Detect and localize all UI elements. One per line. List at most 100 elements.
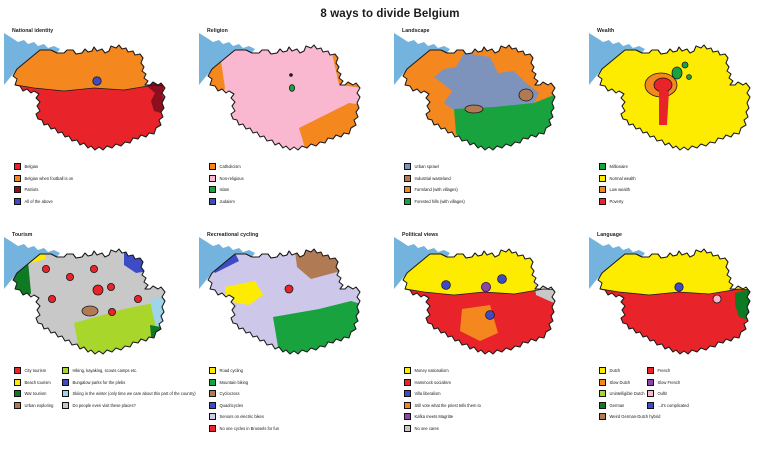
legend-swatch-icon [62, 401, 69, 409]
legend-swatch-icon [404, 424, 411, 432]
legend-swatch-icon [14, 367, 21, 374]
legend-item: Do people even visit these places? [62, 400, 196, 411]
panel-grid: National identity Belgian Belgian when foo… [0, 20, 780, 448]
legend-item: Still vote what the priest tells them to [404, 400, 481, 411]
legend-item: Oufti! [647, 388, 689, 399]
city-tourism-dot-2 [66, 273, 75, 282]
legend-item: Patriots [14, 184, 73, 195]
north-sea [589, 33, 645, 85]
panel-title-national-identity: National identity [12, 28, 54, 34]
legend-label: Urban exploring [24, 402, 54, 408]
legend-label: Catholicism [219, 164, 241, 169]
oufti-marker [712, 294, 722, 304]
poverty-axis [659, 91, 669, 125]
industrial-wasteland-west [464, 104, 484, 114]
page-title: 8 ways to divide Belgium [320, 8, 460, 20]
map-wealth [589, 33, 751, 151]
legend-item: War tourism [14, 388, 53, 399]
north-sea [199, 237, 255, 289]
map-wrap-recreational-cycling [199, 237, 387, 365]
north-sea [199, 33, 255, 85]
city-tourism-dot-6 [48, 295, 57, 304]
legend-item: Urban sprawl [404, 161, 465, 172]
map-national-identity [4, 33, 166, 151]
villa-liberalism-dot-west [441, 280, 451, 290]
legend-item: All of the above [14, 196, 73, 207]
legend-column-1: Catholicism Non-religious Islam Judaism [209, 161, 244, 207]
legend-label: Skiing in the winter (only time we care … [72, 391, 196, 396]
map-wrap-religion [199, 33, 387, 161]
city-tourism-dot-4 [92, 284, 104, 296]
legend-swatch-icon [14, 163, 21, 170]
millionaire-dot-east [686, 74, 692, 80]
legend-item: Villa liberalism [404, 388, 481, 399]
brussels-marker [674, 282, 684, 292]
legend-swatch-icon [209, 163, 216, 170]
legend-label: No one cares [414, 425, 439, 431]
villa-liberalism-dot-east [497, 274, 507, 284]
legend-swatch-icon [14, 174, 21, 182]
legend-swatch-icon [404, 378, 411, 386]
legend-swatch-icon [599, 390, 606, 397]
map-wrap-landscape [394, 33, 582, 161]
north-sea [589, 237, 645, 289]
urban-sprawl-region [434, 53, 539, 111]
map-religion [199, 33, 361, 151]
legend-label: Bungalow parks for the plebs [72, 379, 126, 385]
legend-item: Beach tourism [14, 377, 53, 388]
country-border [12, 248, 166, 355]
legend-label: City tourism [24, 368, 47, 373]
legend-label: ...it's complicated [657, 402, 689, 408]
legend-item: Belgian when football is on [14, 173, 73, 184]
legend-label: Millionaire [609, 164, 628, 169]
map-wrap-tourism [4, 237, 192, 365]
north-sea [4, 33, 60, 85]
legend-label: Seniors on electric bikes [219, 414, 264, 419]
legend-item: Slow French [647, 377, 689, 388]
millionaire-area [671, 66, 683, 80]
map-recreational-cycling [199, 237, 361, 355]
legend-item: Hiking, kayaking, scouts camps etc. [62, 365, 196, 376]
legend-item: Industrial wasteland [404, 173, 465, 184]
legend-swatch-icon [209, 401, 216, 409]
legend-label: Cyclocross [219, 391, 240, 396]
panel-wealth: Wealth Millionaire Normal wealth Low wealth… [585, 28, 780, 233]
legend-swatch-icon [14, 197, 21, 205]
legend-swatch-icon [209, 424, 216, 432]
legend-item: Millionaire [599, 161, 636, 172]
city-tourism-dot-1 [42, 264, 51, 273]
german-region [735, 289, 750, 321]
legend-label: Poverty [609, 198, 624, 204]
legend-swatch-icon [404, 401, 411, 409]
legend-swatch-icon [209, 174, 216, 182]
map-political-views [394, 237, 556, 355]
legend-swatch-icon [404, 390, 411, 397]
poverty-core [653, 77, 673, 93]
legend-item: Non-religious [209, 173, 244, 184]
industrial-wasteland-east [518, 88, 534, 102]
country-border [207, 44, 361, 151]
legend-swatch-icon [14, 186, 21, 193]
legend-swatch-icon [209, 367, 216, 374]
kafka-brussels-marker [481, 282, 492, 293]
legend-swatch-icon [14, 378, 21, 386]
legend-swatch-icon [599, 174, 606, 182]
legend-column-2: Hiking, kayaking, scouts camps etc. Bunga… [62, 365, 196, 411]
panel-political-views: Political views Money nationalism Hammock … [390, 232, 585, 437]
urban-exploring-area [81, 305, 99, 317]
legend-label: Still vote what the priest tells them to [414, 402, 481, 408]
legend-item: Mountain biking [209, 377, 279, 388]
legend-swatch-icon [404, 413, 411, 420]
legend-label: Hammock socialism [414, 379, 451, 385]
legend-label: Weird German-Dutch hybrid [609, 414, 661, 419]
legend-swatch-icon [62, 367, 69, 374]
legend-item: Farmland (with villages) [404, 184, 465, 195]
legend-swatch-icon [599, 163, 606, 170]
legend-column-1: Road cycling Mountain biking Cyclocross Qua… [209, 365, 279, 434]
legend-item: Skiing in the winter (only time we care … [62, 388, 196, 399]
legend-item: Kafka meets Magritte [404, 411, 481, 422]
legend-column-1: Dutch Slow Dutch Unintelligible Dutch Germa… [599, 365, 660, 423]
millionaire-dot-north [681, 61, 689, 69]
country-border [12, 44, 166, 151]
legend-item: Low wealth [599, 184, 636, 195]
